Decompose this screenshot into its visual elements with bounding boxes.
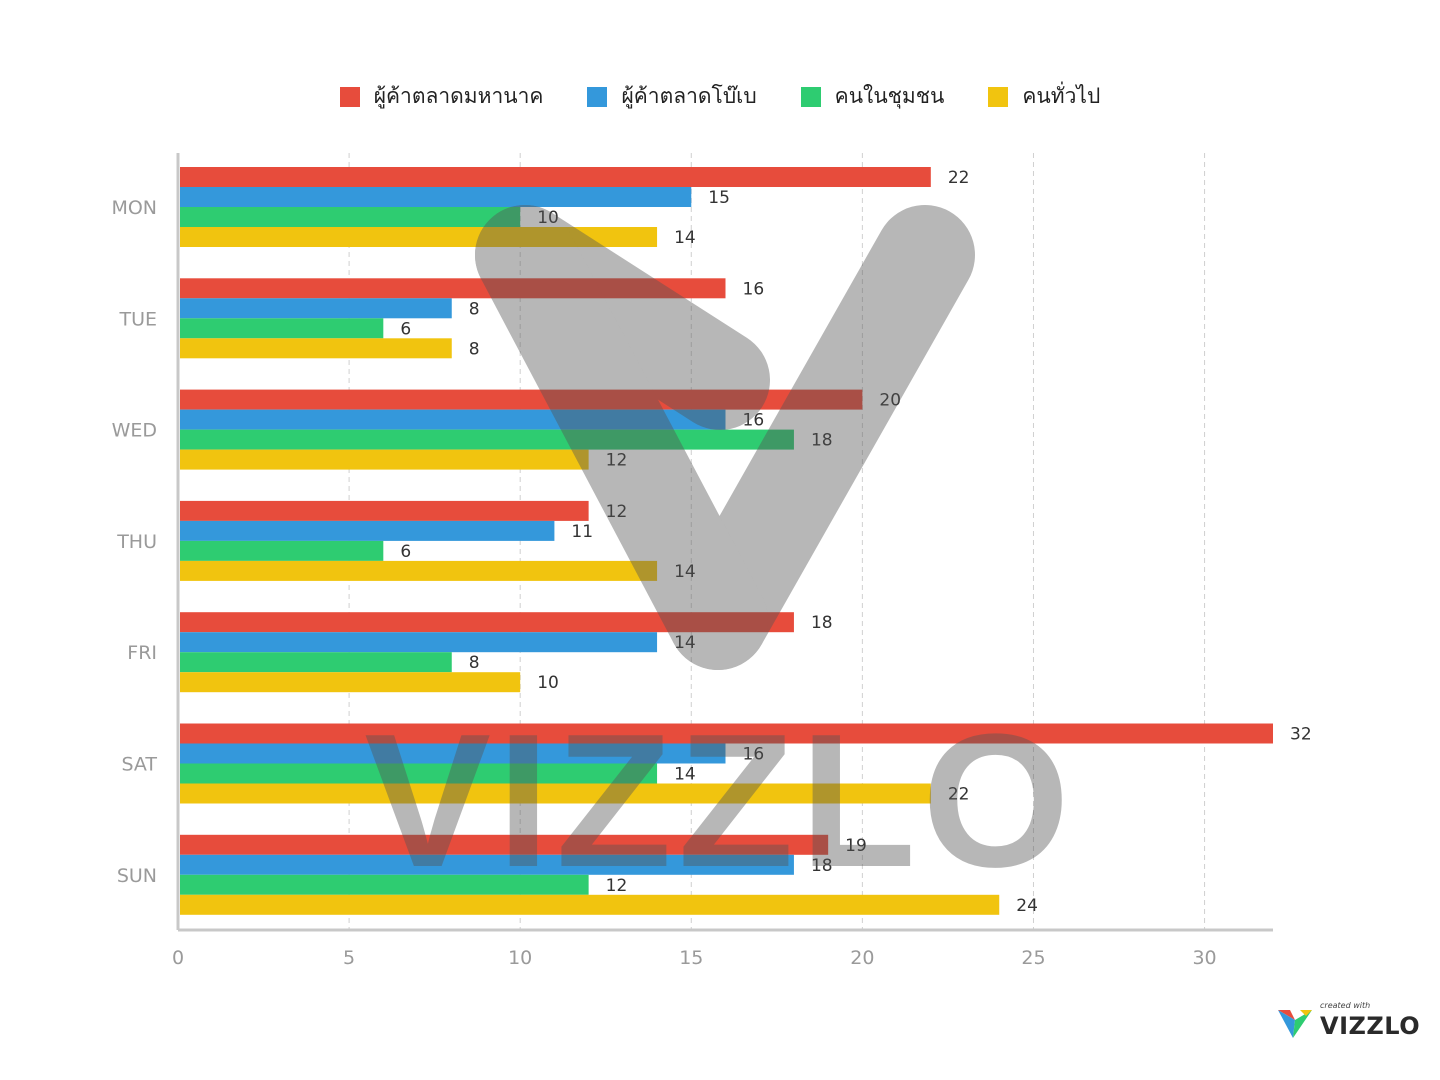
bar — [180, 338, 452, 359]
legend-item-series-2: ผู้ค้าตลาดโบ๊เบ — [587, 80, 757, 113]
bar — [180, 560, 658, 581]
bar-value-label: 15 — [708, 188, 730, 208]
bar — [180, 612, 794, 633]
bar — [180, 207, 521, 227]
bar-value-label: 8 — [469, 299, 480, 319]
legend-swatch-series-1 — [339, 86, 360, 107]
bar — [180, 632, 658, 653]
y-category-label: THU — [116, 531, 157, 553]
legend-label-series-1: ผู้ค้าตลาดมหานาค — [373, 84, 544, 108]
bar — [180, 894, 1000, 915]
bar — [180, 318, 384, 339]
bar-value-label: 10 — [537, 673, 559, 693]
bar-value-label: 22 — [948, 785, 970, 805]
x-tick-label: 25 — [1021, 947, 1045, 969]
bar — [180, 449, 589, 470]
bar-value-label: 8 — [469, 339, 480, 359]
bar-value-label: 14 — [674, 228, 696, 248]
legend-label-series-2: ผู้ค้าตลาดโบ๊เบ — [621, 84, 757, 108]
x-tick-label: 20 — [850, 947, 874, 969]
bar-value-label: 20 — [879, 391, 901, 411]
x-tick-label: 5 — [343, 947, 355, 969]
bar — [180, 278, 726, 299]
bar — [180, 723, 1273, 744]
label-layer: 22 15 10 14 16 8 6 8 20 16 18 12 12 11 6 14 18 14 8 10 32 16 1… — [400, 168, 1311, 916]
x-tick-label: 15 — [679, 947, 703, 969]
bar-value-label: 24 — [1016, 896, 1038, 916]
bar — [180, 520, 555, 541]
bar — [180, 763, 658, 784]
bar-value-label: 14 — [674, 633, 696, 653]
brand-created-with: created with — [1320, 1001, 1371, 1010]
bar-value-label: 6 — [400, 542, 411, 562]
vizzlo-watermark-text: VIZZLO — [364, 695, 1075, 907]
bar-value-label: 14 — [674, 765, 696, 785]
bar — [180, 874, 589, 895]
x-tick-label: 0 — [172, 947, 184, 969]
y-category-label: FRI — [127, 642, 157, 664]
bar-value-label: 19 — [845, 836, 867, 856]
vizzlo-watermark-logo-icon — [475, 205, 975, 670]
bar — [180, 652, 452, 673]
axis-layer: 0 5 10 15 20 25 30 MON TUE WED THU FRI SAT SUN — [111, 153, 1273, 969]
bar-value-label: 12 — [606, 502, 628, 522]
x-tick-label: 30 — [1192, 947, 1216, 969]
bar-value-label: 12 — [606, 451, 628, 471]
vizzlo-brand-badge: created with VIZZLO — [1276, 1001, 1420, 1040]
bar-value-label: 18 — [811, 613, 833, 633]
bar-layer — [180, 167, 1273, 915]
bar — [180, 783, 931, 804]
legend-item-series-1: ผู้ค้าตลาดมหานาค — [339, 80, 544, 113]
vizzlo-watermark: VIZZLO — [364, 205, 1075, 907]
bar-value-label: 22 — [948, 168, 970, 188]
bar-value-label: 12 — [606, 876, 628, 896]
bar — [180, 854, 794, 875]
bar — [180, 167, 931, 187]
vizzlo-logo-icon — [1278, 1010, 1312, 1038]
bar — [180, 227, 658, 247]
brand-name: VIZZLO — [1320, 1012, 1421, 1040]
bar — [180, 187, 692, 207]
bar-value-label: 16 — [743, 279, 765, 299]
bar — [180, 540, 384, 561]
bar — [180, 409, 726, 430]
bar-value-label: 14 — [674, 562, 696, 582]
legend-item-series-3: คนในชุมชน — [800, 80, 945, 113]
legend-item-series-4: คนทั่วไป — [988, 80, 1100, 113]
bar-value-label: 8 — [469, 653, 480, 673]
legend-label-series-4: คนทั่วไป — [1022, 84, 1101, 108]
bar — [180, 298, 452, 319]
y-category-label: MON — [111, 197, 157, 219]
bar-value-label: 32 — [1290, 725, 1312, 745]
legend-swatch-series-2 — [587, 86, 608, 107]
bar — [180, 743, 726, 764]
bar-value-label: 10 — [537, 208, 559, 228]
legend-swatch-series-3 — [800, 86, 821, 107]
bar-value-label: 18 — [811, 431, 833, 451]
chart-legend: ผู้ค้าตลาดมหานาค ผู้ค้าตลาดโบ๊เบ คนในชุม… — [0, 80, 1440, 113]
bar — [180, 500, 589, 521]
y-category-label: WED — [112, 420, 157, 442]
y-category-label: SUN — [117, 865, 157, 887]
bar — [180, 429, 794, 450]
y-category-label: SAT — [121, 754, 157, 776]
legend-swatch-series-4 — [988, 86, 1009, 107]
bar — [180, 389, 863, 410]
bar — [180, 834, 829, 855]
bar-value-label: 11 — [571, 522, 593, 542]
bar-value-label: 6 — [400, 319, 411, 339]
legend-label-series-3: คนในชุมชน — [834, 84, 945, 108]
y-category-label: TUE — [118, 308, 157, 330]
x-tick-label: 10 — [508, 947, 532, 969]
bar-value-label: 16 — [743, 745, 765, 765]
bar-value-label: 16 — [743, 411, 765, 431]
bar — [180, 672, 521, 693]
bar-value-label: 18 — [811, 856, 833, 876]
